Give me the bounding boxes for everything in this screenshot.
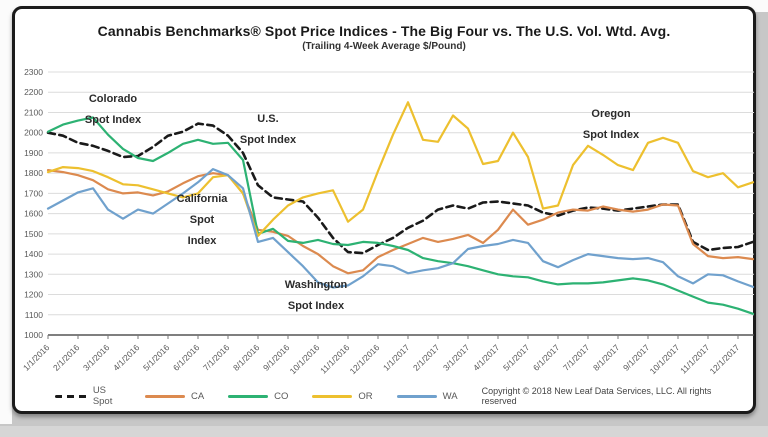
- legend-item-us-spot: US Spot: [55, 385, 121, 407]
- annotation-washington: Washington Spot Index: [284, 279, 348, 312]
- x-tick-label: 4/1/2017: [471, 342, 502, 373]
- x-tick-label: 1/1/2016: [21, 342, 52, 373]
- legend-label-ca: CA: [190, 390, 205, 402]
- annotation-us: U.S. Spot Index: [239, 113, 297, 146]
- y-tick-label: 1200: [24, 290, 43, 300]
- chart-title: Cannabis Benchmarks® Spot Price Indices …: [97, 23, 671, 39]
- x-tick-label: 2/1/2016: [51, 342, 82, 373]
- legend-label-wa: WA: [442, 390, 458, 402]
- annotation-oregon: Oregon Spot Index: [582, 108, 640, 141]
- y-tick-label: 1400: [24, 249, 43, 259]
- legend-label-or: OR: [358, 390, 373, 402]
- legend-item-or: OR: [312, 390, 373, 402]
- y-tick-label: 1600: [24, 209, 43, 219]
- x-tick-label: 12/1/2016: [348, 342, 382, 376]
- chart-card: Cannabis Benchmarks® Spot Price Indices …: [12, 6, 756, 414]
- series-line-co: [46, 116, 755, 315]
- x-tick-label: 4/1/2016: [111, 342, 142, 373]
- x-tick-label: 7/1/2016: [201, 342, 232, 373]
- page-background-left: [0, 0, 12, 424]
- legend-swatch-us-spot: [55, 394, 87, 398]
- legend-swatch-co: [228, 394, 269, 398]
- x-tick-label: 9/1/2016: [261, 342, 292, 373]
- series-line-or: [46, 101, 755, 237]
- legend-swatch-or: [312, 394, 353, 398]
- chart-area: 1000 1100 1200 1300 1400 1500 1600 1700 1800 1900…: [21, 65, 757, 399]
- y-tick-label: 2300: [24, 67, 43, 77]
- y-tick-label: 2100: [24, 107, 43, 117]
- x-tick-label: 10/1/2016: [288, 342, 322, 376]
- x-tick-label: 3/1/2016: [81, 342, 112, 373]
- x-tick-label: 8/1/2017: [591, 342, 622, 373]
- x-tick-label: 10/1/2017: [648, 342, 682, 376]
- legend-swatch-ca: [144, 394, 185, 398]
- x-tick-label: 9/1/2017: [621, 342, 652, 373]
- legend-label-us-spot: US Spot: [92, 385, 113, 407]
- y-tick-label: 1300: [24, 269, 43, 279]
- legend-item-co: CO: [228, 391, 288, 402]
- x-tick-label: 8/1/2016: [231, 342, 262, 373]
- chart-legend: US Spot CA CO OR WA Copyright © 2018 New Lea…: [55, 385, 739, 407]
- x-tick-label: 11/1/2017: [678, 342, 712, 376]
- y-tick-label: 1700: [24, 188, 43, 198]
- y-tick-label: 1800: [24, 168, 43, 178]
- x-tick-label: 6/1/2017: [531, 342, 562, 373]
- x-tick-label: 12/1/2017: [708, 342, 742, 376]
- x-tick-label: 5/1/2017: [501, 342, 532, 373]
- page-background-bottom: [0, 426, 768, 437]
- x-tick-label: 2/1/2017: [411, 342, 442, 373]
- series-line-us-spot: [46, 122, 755, 255]
- legend-swatch-wa: [396, 394, 437, 398]
- annotation-colorado: Colorado Spot Index: [84, 93, 142, 126]
- chart-subtitle: (Trailing 4-Week Average $/Pound): [302, 41, 466, 52]
- y-tick-label: 1500: [24, 229, 43, 239]
- x-tick-label: 1/1/2017: [381, 342, 412, 373]
- x-tick-label: 6/1/2016: [171, 342, 202, 373]
- x-tick-label: 3/1/2017: [441, 342, 472, 373]
- legend-item-ca: CA: [144, 390, 205, 402]
- y-tick-label: 1100: [25, 310, 44, 320]
- y-tick-label: 1900: [24, 148, 43, 158]
- x-tick-label: 11/1/2016: [318, 342, 352, 376]
- copyright-text: Copyright © 2018 New Leaf Data Services,…: [481, 386, 712, 406]
- annotation-california: California Spot Index: [176, 193, 228, 247]
- x-tick-label: 5/1/2016: [141, 342, 172, 373]
- legend-items: US Spot CA CO OR WA: [55, 385, 458, 407]
- y-tick-label: 1000: [24, 330, 43, 340]
- y-tick-label: 2000: [24, 128, 43, 138]
- price-line-chart: 1000 1100 1200 1300 1400 1500 1600 1700 1800 1900…: [21, 67, 755, 376]
- legend-item-wa: WA: [396, 390, 458, 402]
- x-tick-label: 7/1/2017: [561, 342, 592, 373]
- y-tick-label: 2200: [24, 87, 43, 97]
- legend-label-co: CO: [274, 390, 289, 402]
- series-line-wa: [46, 167, 755, 289]
